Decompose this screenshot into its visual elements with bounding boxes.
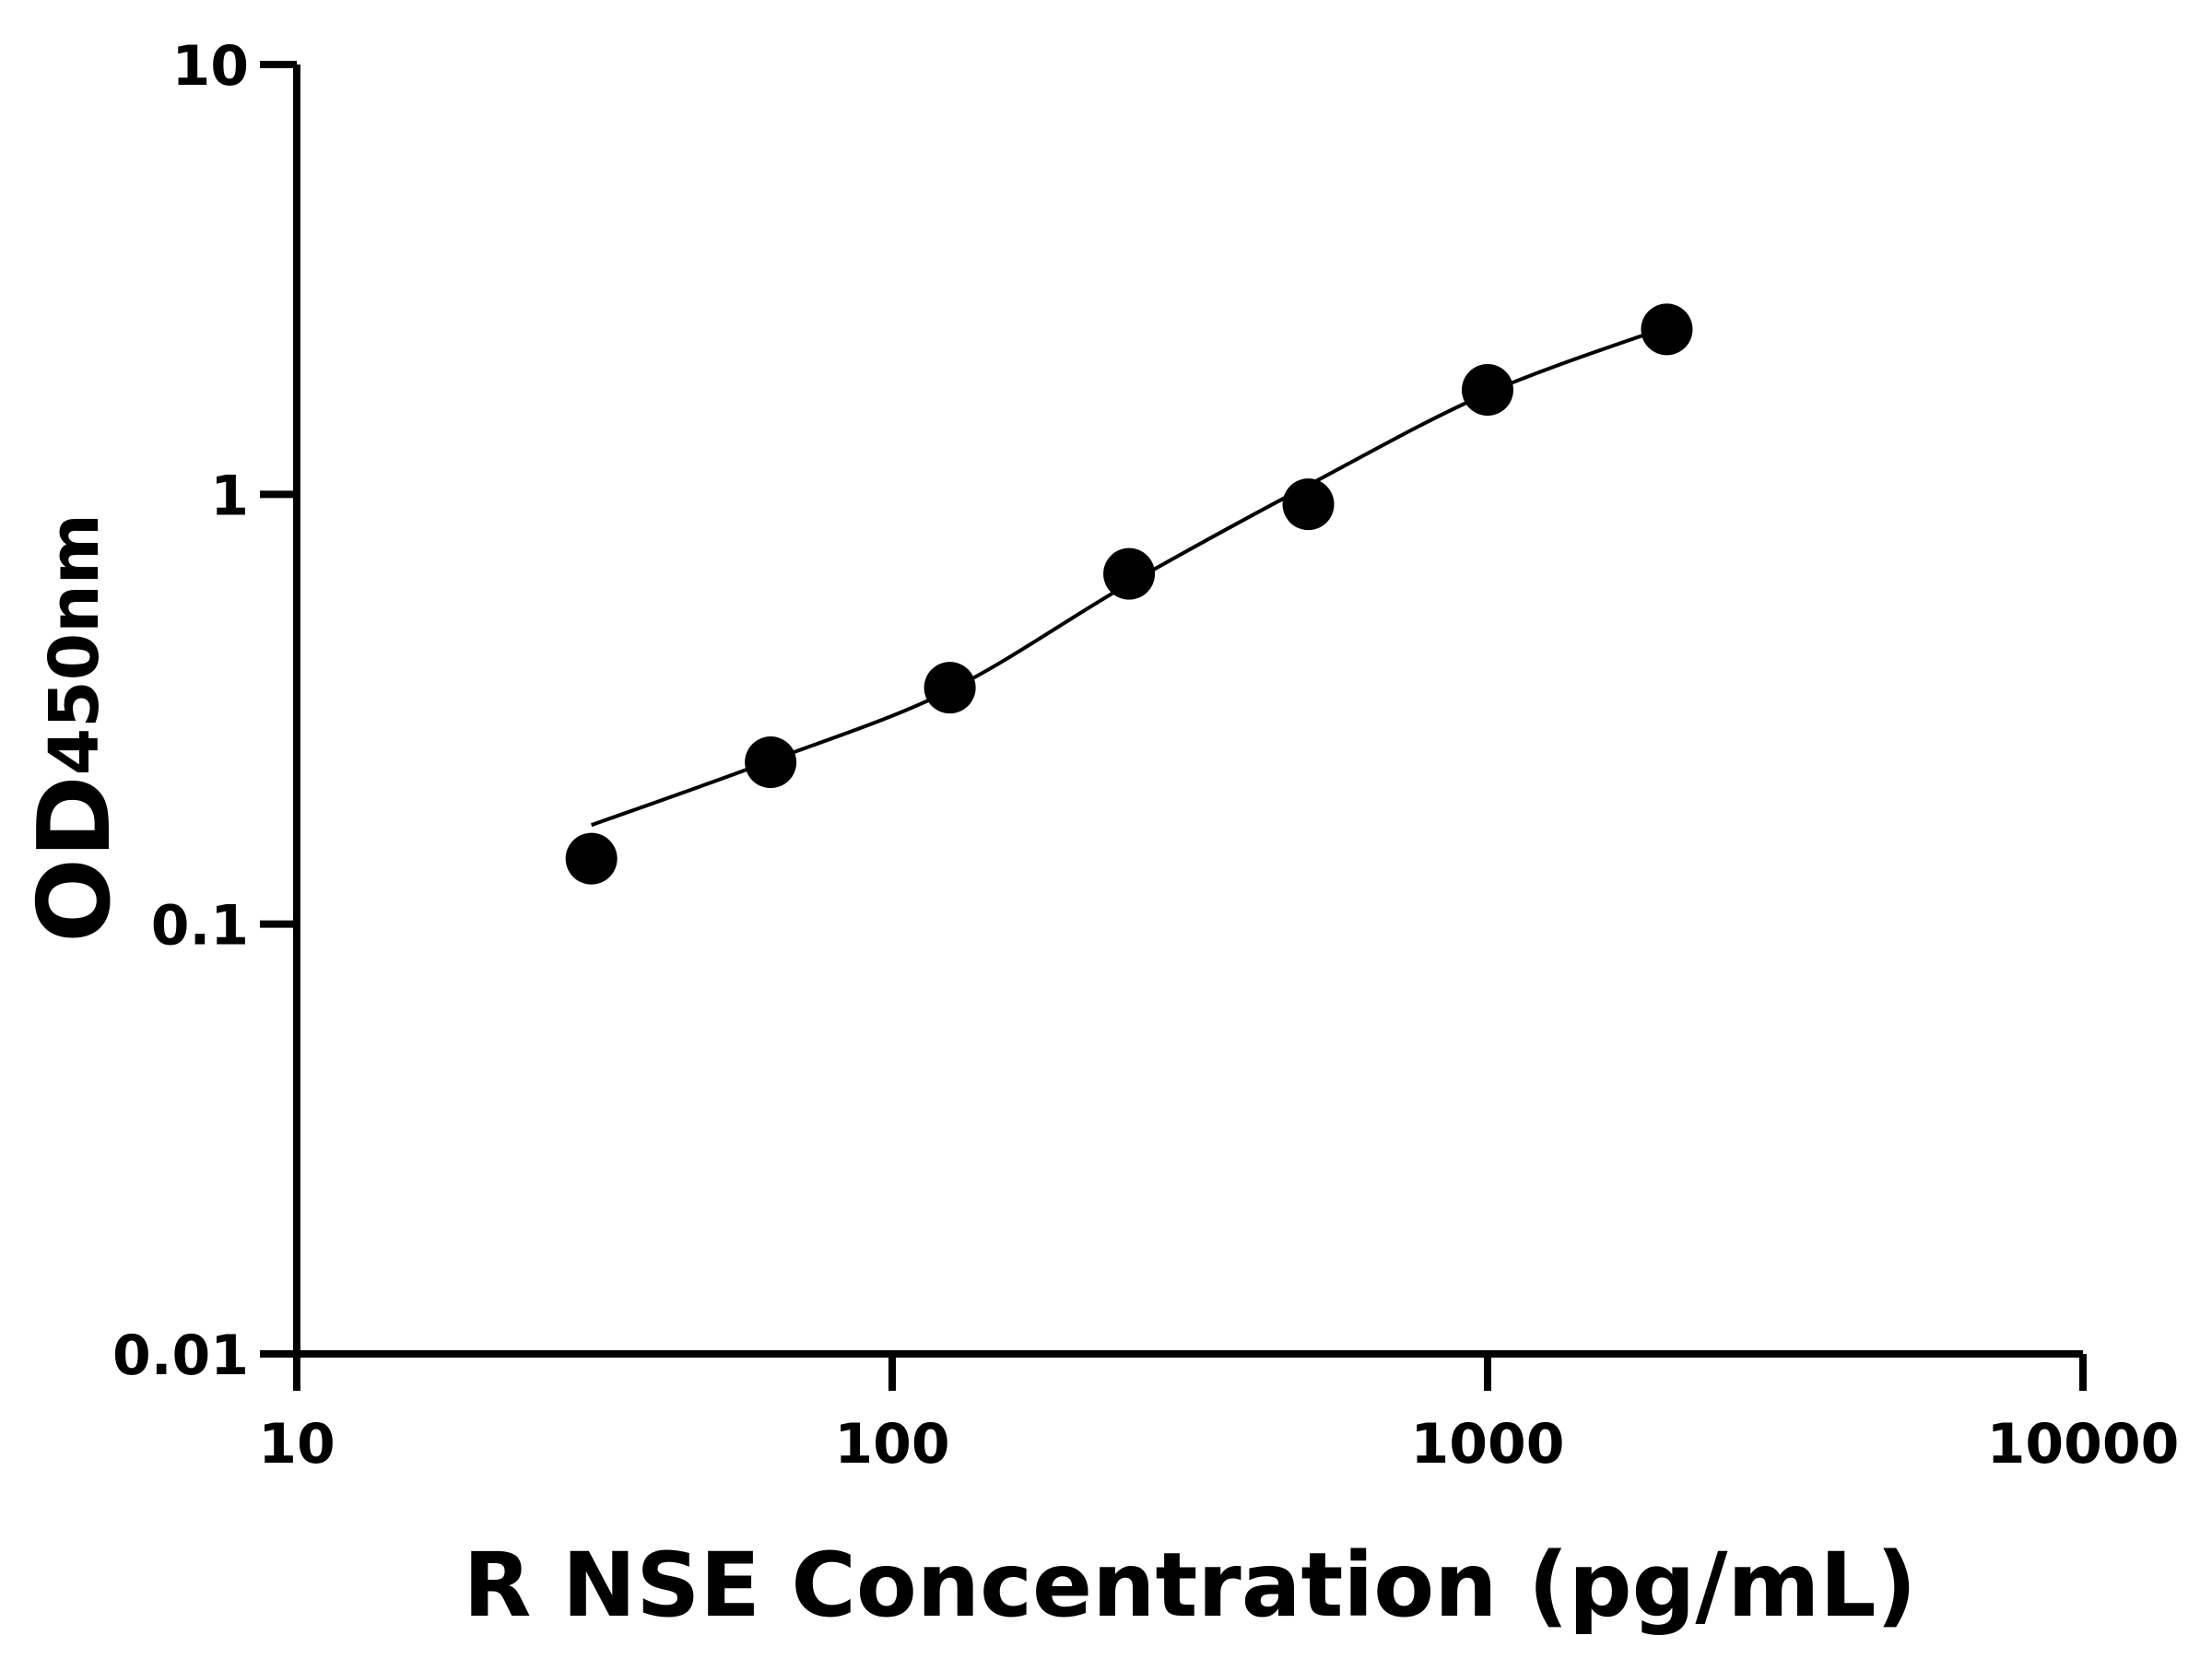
y-tick-label: 10 [172, 34, 250, 99]
data-point [1641, 303, 1693, 356]
x-tick-label: 10 [258, 1412, 335, 1477]
y-axis-title: OD450nm [18, 513, 133, 943]
x-tick-label: 1000 [1411, 1412, 1565, 1477]
y-tick-label: 0.01 [112, 1324, 249, 1388]
y-axis-title-main: OD [18, 775, 133, 942]
data-point [745, 736, 797, 789]
y-tick-label: 1 [210, 464, 249, 528]
data-point [1462, 363, 1513, 416]
data-point [565, 832, 618, 885]
y-axis-title-sub: 450nm [35, 513, 114, 775]
data-point [1282, 478, 1335, 531]
data-point [924, 662, 976, 714]
x-tick-label: 100 [834, 1412, 949, 1477]
data-point [1103, 547, 1156, 600]
x-tick-label: 10000 [1987, 1412, 2180, 1477]
x-axis-title: R NSE Concentration (pg/mL) [464, 1534, 1917, 1637]
y-tick-label: 0.1 [151, 894, 249, 959]
